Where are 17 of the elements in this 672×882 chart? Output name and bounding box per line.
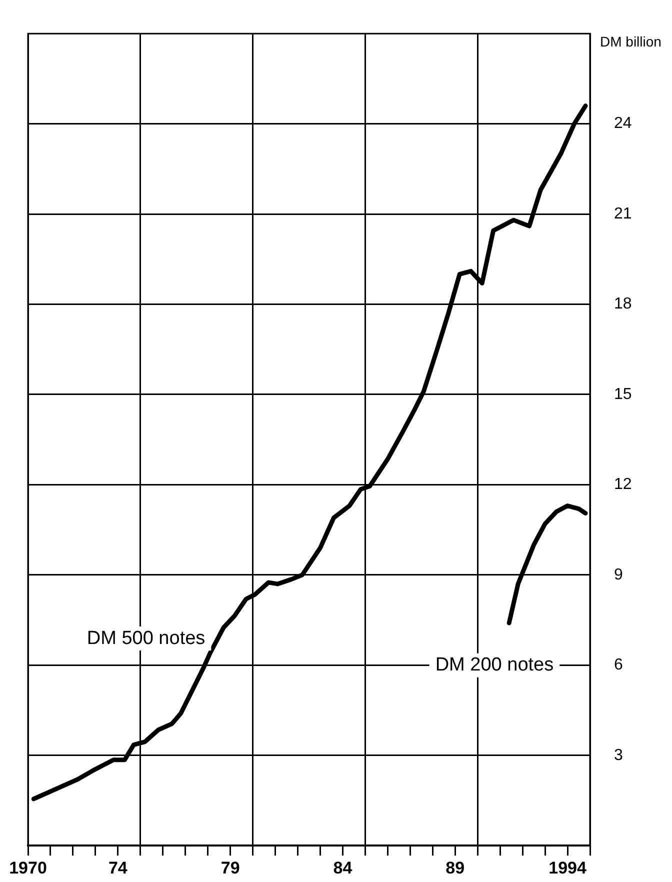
y-tick-label: 18 <box>614 296 632 313</box>
y-tick-label: 24 <box>614 115 632 132</box>
x-tick-label: 1994 <box>548 858 587 878</box>
y-tick-label: 6 <box>614 656 623 674</box>
y-tick-label: 15 <box>614 386 632 403</box>
x-tick-label: 74 <box>108 858 128 878</box>
x-tick-label: 1970 <box>9 858 47 878</box>
y-tick-label: 12 <box>614 476 632 494</box>
x-tick-label: 84 <box>333 858 353 878</box>
x-tick-label: 89 <box>446 858 465 878</box>
y-axis-title: DM billion <box>600 33 662 50</box>
y-tick-label: 3 <box>614 746 623 764</box>
annotation: DM 500 notes <box>86 628 206 649</box>
x-tick-label: 79 <box>220 858 240 878</box>
y-tick-label: 9 <box>614 566 623 584</box>
y-tick-label: 21 <box>614 205 632 222</box>
annotation: DM 200 notes <box>435 654 554 676</box>
